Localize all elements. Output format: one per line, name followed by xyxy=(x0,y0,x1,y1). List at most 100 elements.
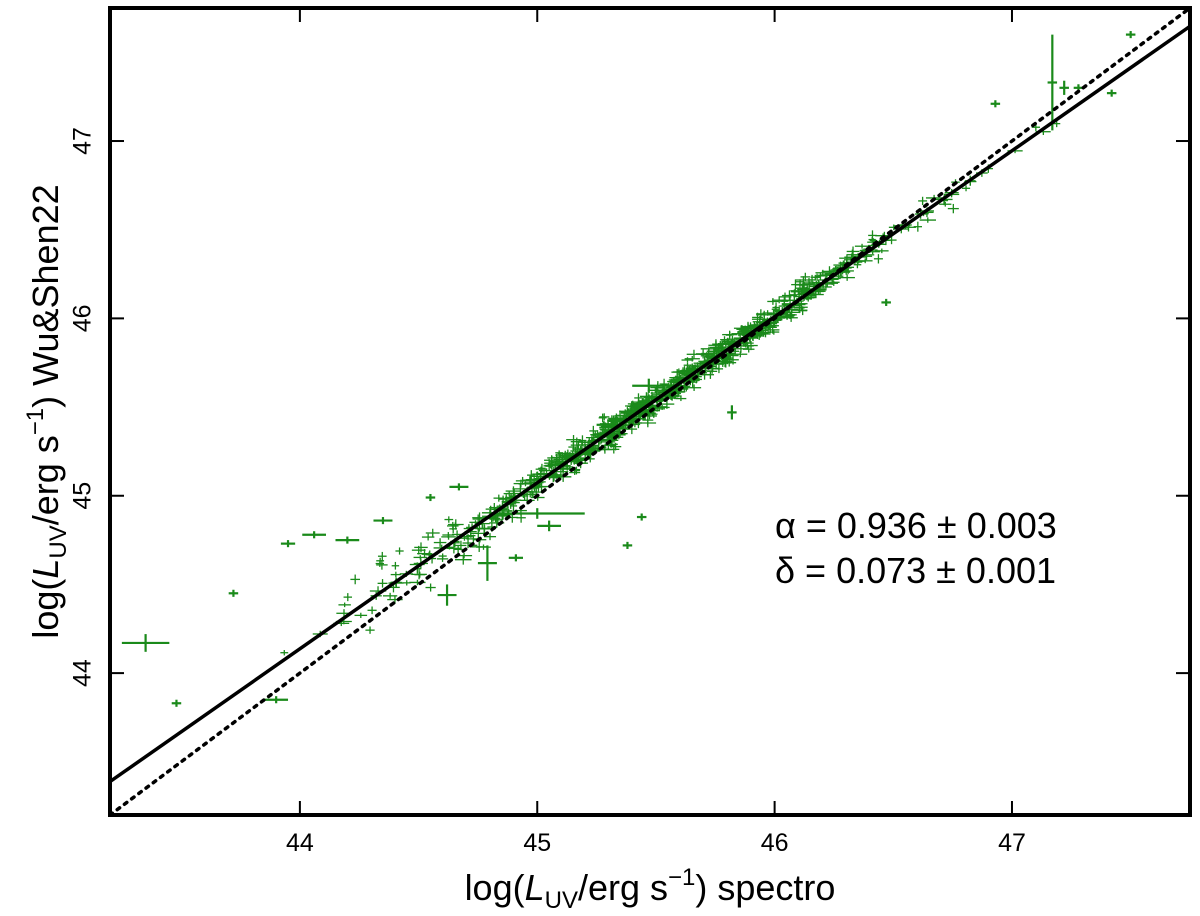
data-point-outlier xyxy=(508,554,524,562)
data-point xyxy=(560,452,569,459)
data-point xyxy=(875,248,889,254)
data-point xyxy=(485,505,496,513)
data-point xyxy=(854,243,870,249)
data-point xyxy=(886,236,897,245)
y-tick-label: 45 xyxy=(69,482,97,510)
plot-frame xyxy=(108,6,1192,817)
data-point-outlier xyxy=(264,696,289,704)
data-point-outlier xyxy=(990,100,1001,108)
data-point xyxy=(686,349,702,359)
data-point xyxy=(647,387,663,393)
data-point xyxy=(390,571,402,578)
data-point xyxy=(709,344,722,351)
fit-lines xyxy=(110,8,1190,815)
y-axis-label: log(LUV/erg s−1) Wu&Shen22 xyxy=(22,184,72,638)
x-tick-label: 45 xyxy=(523,829,551,857)
axis-ticks: 44 45 46 47 44 45 46 47 xyxy=(69,8,1190,857)
data-point xyxy=(463,534,473,540)
data-point xyxy=(522,491,538,498)
data-point xyxy=(756,310,773,319)
data-point-outlier xyxy=(537,520,561,532)
data-point xyxy=(748,321,761,330)
y-tick-label: 44 xyxy=(69,659,97,687)
data-point-outlier xyxy=(622,541,633,549)
data-point-outlier xyxy=(636,513,647,521)
data-point xyxy=(796,282,812,287)
data-point xyxy=(483,533,497,541)
data-point-outlier xyxy=(449,483,469,491)
data-point xyxy=(842,267,854,275)
data-point xyxy=(599,413,610,421)
data-point xyxy=(756,320,764,325)
data-point xyxy=(391,561,400,570)
data-point xyxy=(411,545,426,555)
data-point xyxy=(395,547,404,555)
data-point xyxy=(693,362,702,369)
data-point xyxy=(667,378,676,385)
data-point xyxy=(453,545,463,554)
data-point xyxy=(868,230,877,241)
best-fit-line xyxy=(110,24,1190,784)
x-tick-label: 44 xyxy=(286,829,314,857)
data-point xyxy=(447,519,464,530)
y-tick-label: 47 xyxy=(69,127,97,155)
data-point xyxy=(471,541,488,552)
data-point xyxy=(526,470,536,481)
data-point xyxy=(402,580,411,586)
data-point-outlier xyxy=(632,378,666,393)
data-point-outlier xyxy=(280,540,296,548)
data-point xyxy=(608,445,620,454)
data-point xyxy=(414,542,428,553)
data-point-outlier xyxy=(228,589,239,597)
data-point xyxy=(853,261,862,269)
data-point xyxy=(441,534,456,540)
data-point xyxy=(722,358,737,367)
data-point xyxy=(570,437,583,446)
data-point-outlier xyxy=(302,531,326,539)
data-point-outlier xyxy=(171,699,182,707)
data-point xyxy=(377,579,388,588)
data-point xyxy=(765,326,780,334)
data-point xyxy=(913,221,923,232)
data-point xyxy=(343,593,353,602)
data-point xyxy=(734,344,748,353)
data-point xyxy=(725,330,734,340)
data-point xyxy=(707,348,721,355)
data-point-outlier xyxy=(373,517,393,525)
data-point xyxy=(500,494,513,503)
data-point xyxy=(433,538,447,547)
annotation-alpha: α = 0.936 ± 0.003 xyxy=(775,505,1057,546)
data-point xyxy=(698,368,712,374)
data-point xyxy=(280,650,289,656)
data-point xyxy=(367,606,377,615)
data-point-outlier xyxy=(1106,89,1117,97)
data-point xyxy=(639,410,656,416)
data-point xyxy=(620,408,637,415)
data-point xyxy=(686,364,696,374)
data-point xyxy=(376,560,388,570)
data-point xyxy=(476,525,493,533)
data-point-outlier xyxy=(1125,31,1136,39)
data-point xyxy=(839,274,855,281)
data-point xyxy=(829,280,839,286)
data-point xyxy=(639,418,657,428)
data-point-outlier xyxy=(727,405,737,420)
data-point xyxy=(436,555,449,562)
x-tick-label: 46 xyxy=(761,829,789,857)
data-point-outlier xyxy=(1047,34,1058,131)
data-point-outlier xyxy=(437,584,457,606)
data-point xyxy=(375,560,384,567)
data-point xyxy=(444,516,454,523)
data-point xyxy=(687,384,702,392)
data-point xyxy=(918,196,928,206)
data-point xyxy=(759,327,772,338)
data-point xyxy=(425,583,436,592)
one-to-one-line xyxy=(110,8,1190,815)
data-point-outlier xyxy=(596,421,611,429)
data-point xyxy=(569,470,581,475)
data-point xyxy=(771,306,780,313)
data-point xyxy=(678,367,688,375)
data-point-outlier xyxy=(425,493,436,502)
y-tick-label: 46 xyxy=(69,304,97,332)
data-point xyxy=(947,203,959,214)
